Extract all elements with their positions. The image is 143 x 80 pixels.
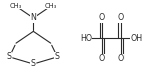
Text: S: S — [55, 52, 60, 61]
Text: O: O — [99, 14, 105, 22]
Text: O: O — [99, 54, 105, 63]
Text: OH: OH — [131, 34, 143, 43]
Text: O: O — [118, 54, 124, 63]
Text: HO: HO — [80, 34, 92, 43]
Text: S: S — [7, 52, 12, 61]
Text: O: O — [118, 14, 124, 22]
Text: CH₃: CH₃ — [44, 3, 57, 9]
Text: S: S — [31, 59, 36, 68]
Text: CH₃: CH₃ — [10, 3, 22, 9]
Text: N: N — [30, 14, 36, 22]
